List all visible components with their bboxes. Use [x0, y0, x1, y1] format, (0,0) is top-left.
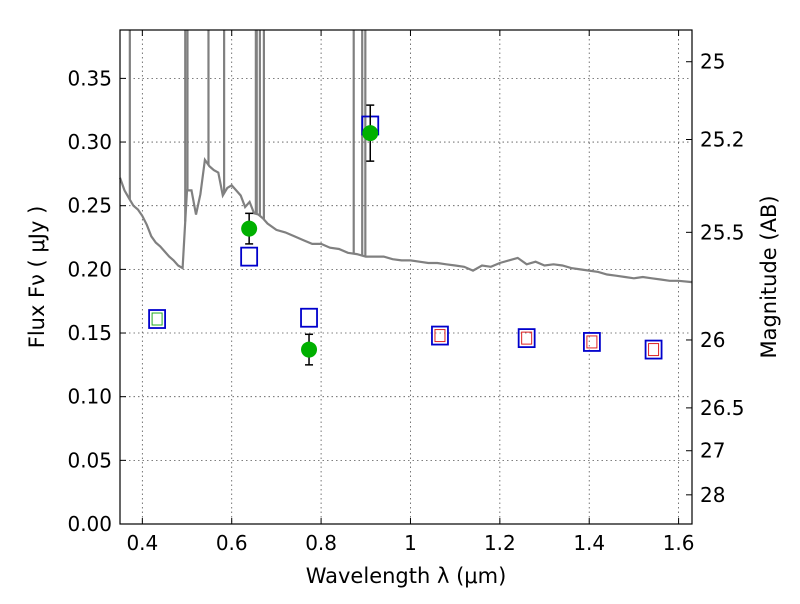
model-box: [148, 309, 166, 329]
y-tick-label: 0.25: [67, 194, 112, 218]
x-tick-label: 0.4: [126, 531, 158, 555]
model-box-inner: [586, 335, 598, 349]
x-tick-label: 1: [404, 531, 417, 555]
grid-lines: [120, 30, 692, 524]
y-tick-label: 0.35: [67, 66, 112, 90]
x-tick-label: 1.2: [484, 531, 516, 555]
model-box: [517, 328, 536, 349]
model-box-inner: [151, 312, 163, 326]
observed-photometry: [241, 104, 379, 366]
x-tick-label: 0.6: [216, 531, 248, 555]
mag-tick-label: 25.2: [700, 128, 745, 152]
model-box-inner: [434, 329, 446, 343]
x-tick-label: 1.6: [663, 531, 695, 555]
model-box: [240, 246, 259, 267]
plot-frame: [119, 29, 693, 525]
x-tick-label: 0.8: [305, 531, 337, 555]
model-box: [583, 332, 601, 352]
y-tick-label: 0.10: [67, 385, 112, 409]
y-tick-label: 0.20: [67, 257, 112, 281]
model-spectrum: [118, 30, 693, 284]
model-box: [431, 325, 449, 346]
observed-point: [362, 125, 379, 142]
x-tick-label: 1.4: [573, 531, 605, 555]
model-spectrum-line: [118, 156, 693, 284]
mag-tick-label: 27: [700, 439, 725, 463]
y-tick-label: 0.00: [67, 512, 112, 536]
observed-point: [301, 341, 318, 358]
y2-axis-label: Magnitude (AB): [757, 195, 781, 358]
model-box: [300, 307, 318, 328]
axis-ticks: 0.4 0.6 0.8 1 1.2 1.4 1.6 0.00 0.05 0.10 0.15 0.20 0…: [67, 30, 745, 555]
y-tick-label: 0.15: [67, 321, 112, 345]
model-box-inner: [648, 343, 660, 357]
mag-tick-label: 28: [700, 483, 725, 507]
mag-tick-label: 26.5: [700, 396, 745, 420]
mag-tick-label: 26: [700, 328, 725, 352]
y-tick-label: 0.05: [67, 448, 112, 472]
y-tick-label: 0.30: [67, 130, 112, 154]
x-axis-label: Wavelength λ (μm): [306, 564, 507, 588]
mag-tick-label: 25: [700, 50, 725, 74]
model-box-inner: [521, 331, 533, 345]
y-axis-label: Flux Fν ( μJy ): [25, 206, 49, 349]
observed-point: [241, 220, 258, 237]
model-box: [644, 339, 663, 360]
mag-tick-label: 25.5: [700, 220, 745, 244]
model-photometry: [148, 115, 663, 360]
